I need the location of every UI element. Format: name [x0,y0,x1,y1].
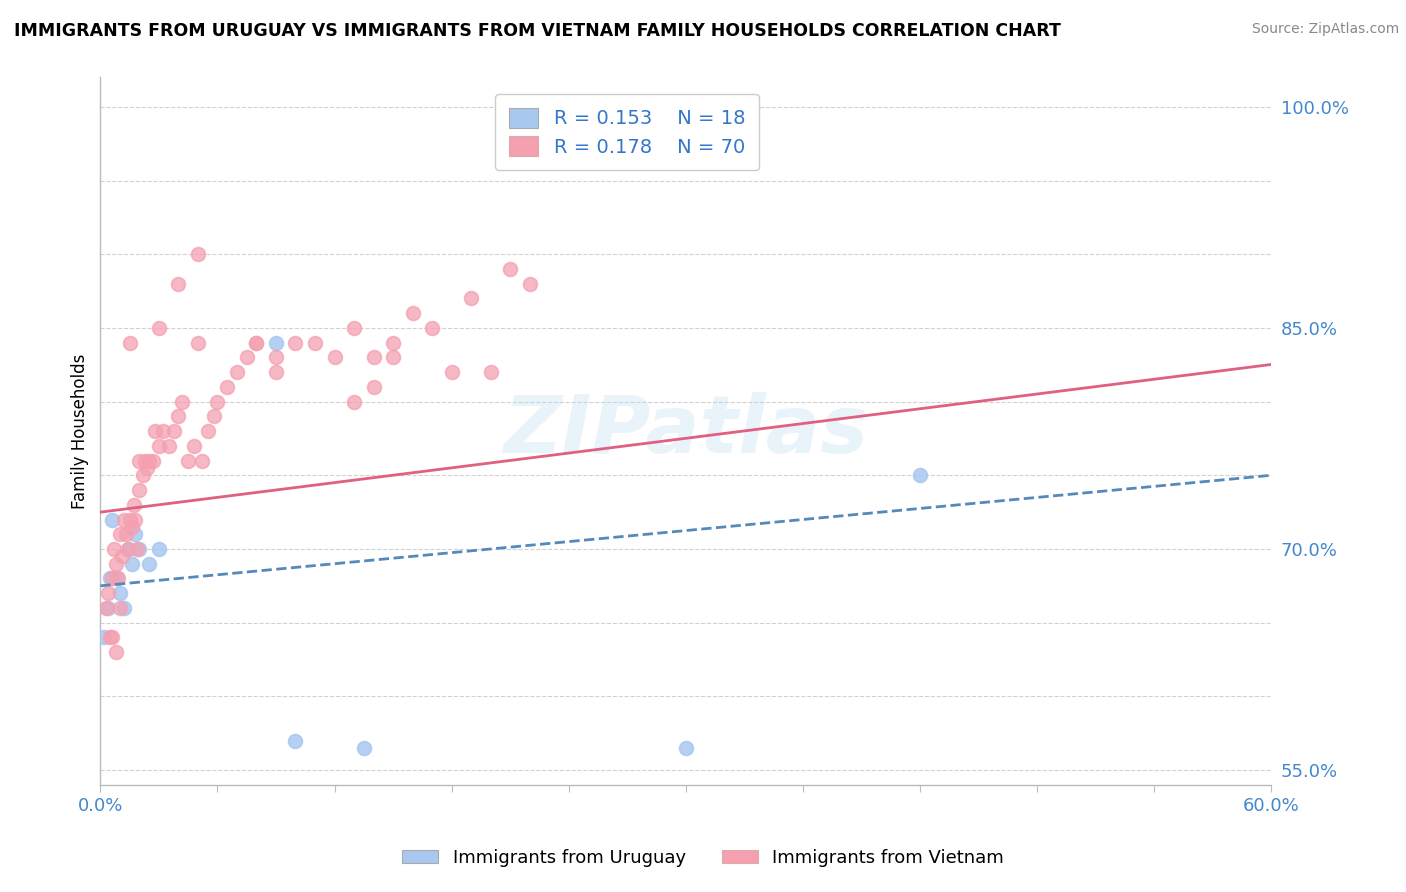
Point [111,549,134,564]
Point [183,439,205,453]
Text: Source: ZipAtlas.com: Source: ZipAtlas.com [1251,22,1399,37]
Point [136,461,159,475]
Point [163,424,186,438]
Point [226,365,249,379]
Point [118,335,141,350]
Point [167,409,190,424]
Point [118,512,141,526]
Point [121,557,143,571]
Point [460,292,482,306]
Point [401,306,423,320]
Text: ZIPatlas: ZIPatlas [503,392,869,470]
Point [343,321,366,335]
Point [101,512,124,526]
Point [157,439,180,453]
Point [245,335,267,350]
Point [148,321,170,335]
Point [148,439,170,453]
Point [304,335,326,350]
Point [124,527,146,541]
Point [353,740,375,755]
Point [138,557,160,571]
Point [1143,880,1166,892]
Point [479,365,502,379]
Point [138,453,160,467]
Y-axis label: Family Households: Family Households [72,353,89,508]
Point [363,380,385,394]
Point [101,631,124,645]
Point [107,571,129,585]
Point [152,424,174,438]
Point [172,394,194,409]
Point [675,740,697,755]
Point [187,247,209,261]
Point [167,277,190,291]
Point [128,483,150,497]
Point [235,351,257,365]
Point [112,512,135,526]
Point [108,601,131,615]
Point [519,277,541,291]
Point [108,527,131,541]
Point [323,351,346,365]
Point [121,520,143,534]
Point [177,453,200,467]
Point [264,351,287,365]
Point [1104,880,1126,892]
Point [124,512,146,526]
Point [97,586,120,600]
Point [112,601,135,615]
Point [191,453,214,467]
Point [103,541,125,556]
Point [284,733,307,747]
Point [127,541,149,556]
Point [98,571,121,585]
Point [122,498,145,512]
Point [420,321,443,335]
Point [143,424,166,438]
Point [98,631,121,645]
Point [108,586,131,600]
Point [117,541,139,556]
Point [114,527,136,541]
Point [343,394,366,409]
Point [217,380,239,394]
Point [382,335,405,350]
Point [440,365,463,379]
Point [93,631,115,645]
Point [128,541,150,556]
Point [207,394,229,409]
Point [202,409,225,424]
Point [499,262,522,277]
Point [104,557,127,571]
Point [363,351,385,365]
Point [96,601,118,615]
Point [132,468,155,483]
Point [264,365,287,379]
Point [104,645,127,659]
Point [97,601,120,615]
Point [264,335,287,350]
Point [382,351,405,365]
Point [245,335,267,350]
Legend: R = 0.153    N = 18, R = 0.178    N = 70: R = 0.153 N = 18, R = 0.178 N = 70 [495,95,759,170]
Legend: Immigrants from Uruguay, Immigrants from Vietnam: Immigrants from Uruguay, Immigrants from… [395,842,1011,874]
Point [197,424,219,438]
Point [908,468,931,483]
Point [148,541,170,556]
Point [284,335,307,350]
Point [128,453,150,467]
Point [104,571,127,585]
Point [142,453,165,467]
Point [101,571,124,585]
Point [134,453,156,467]
Point [187,335,209,350]
Point [117,541,139,556]
Text: IMMIGRANTS FROM URUGUAY VS IMMIGRANTS FROM VIETNAM FAMILY HOUSEHOLDS CORRELATION: IMMIGRANTS FROM URUGUAY VS IMMIGRANTS FR… [14,22,1062,40]
